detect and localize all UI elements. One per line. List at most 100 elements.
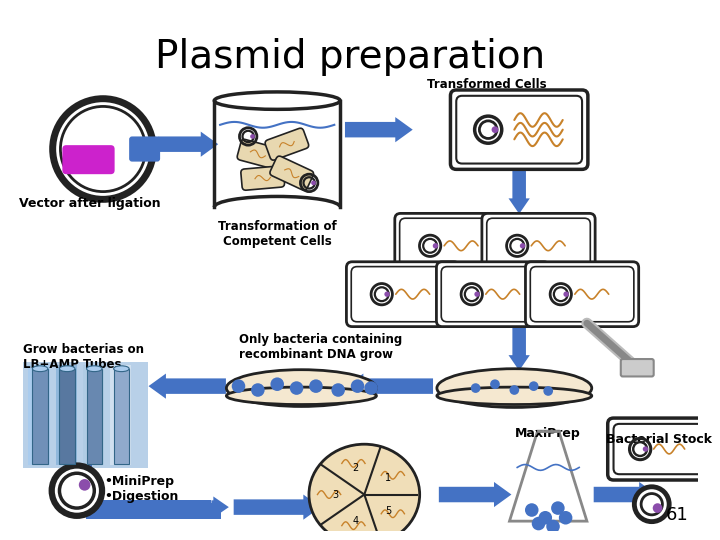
FancyBboxPatch shape [400, 218, 503, 273]
Circle shape [563, 292, 569, 297]
Circle shape [289, 381, 303, 395]
FancyBboxPatch shape [351, 267, 455, 322]
Circle shape [271, 377, 284, 391]
Text: Only bacteria containing
recombinant DNA grow: Only bacteria containing recombinant DNA… [238, 333, 402, 361]
Bar [55, 365, 77, 465]
FancyArrow shape [212, 496, 229, 518]
Circle shape [78, 479, 91, 491]
FancyBboxPatch shape [63, 145, 114, 174]
FancyArrow shape [158, 132, 218, 157]
Circle shape [52, 465, 102, 516]
Bar [114, 369, 129, 463]
Circle shape [433, 243, 438, 248]
Bar [78, 465, 92, 514]
Circle shape [331, 383, 345, 397]
Text: •MiniPrep
•Digestion: •MiniPrep •Digestion [104, 475, 179, 503]
FancyArrow shape [438, 482, 511, 507]
Text: 3: 3 [332, 490, 338, 500]
Ellipse shape [86, 366, 102, 372]
Text: Transformed Cells: Transformed Cells [427, 78, 547, 91]
Ellipse shape [32, 366, 48, 372]
Circle shape [60, 473, 94, 508]
FancyBboxPatch shape [487, 218, 590, 273]
Circle shape [490, 380, 500, 389]
Ellipse shape [226, 387, 377, 404]
Circle shape [384, 292, 390, 297]
FancyArrow shape [148, 374, 226, 399]
Circle shape [364, 381, 378, 395]
FancyBboxPatch shape [621, 359, 654, 376]
Text: Grow bacterias on
LB+AMP Tubes: Grow bacterias on LB+AMP Tubes [23, 342, 144, 370]
Text: 4: 4 [352, 516, 359, 526]
FancyArrow shape [345, 117, 413, 142]
Circle shape [351, 380, 364, 393]
FancyBboxPatch shape [129, 137, 160, 161]
Text: Vector after ligation: Vector after ligation [19, 198, 161, 211]
Ellipse shape [226, 370, 377, 407]
FancyBboxPatch shape [456, 96, 582, 164]
Circle shape [653, 503, 662, 513]
FancyBboxPatch shape [265, 128, 309, 160]
FancyArrow shape [76, 468, 95, 497]
Circle shape [311, 180, 316, 185]
Circle shape [251, 383, 265, 397]
Circle shape [544, 386, 553, 396]
Circle shape [232, 380, 246, 393]
FancyBboxPatch shape [526, 262, 639, 327]
FancyArrow shape [508, 320, 530, 370]
Bar [86, 369, 102, 463]
FancyArrow shape [234, 495, 321, 519]
FancyBboxPatch shape [482, 213, 595, 278]
Text: Plasmid preparation: Plasmid preparation [155, 38, 545, 76]
Bar [23, 362, 148, 468]
Ellipse shape [437, 369, 592, 407]
Circle shape [53, 99, 153, 199]
Circle shape [551, 501, 564, 515]
Ellipse shape [309, 444, 420, 540]
Circle shape [520, 243, 526, 248]
Circle shape [474, 292, 480, 297]
Circle shape [492, 126, 498, 133]
Circle shape [546, 519, 560, 533]
FancyBboxPatch shape [608, 418, 711, 480]
Text: Bacterial Stock: Bacterial Stock [606, 433, 713, 446]
FancyBboxPatch shape [451, 90, 588, 170]
FancyBboxPatch shape [270, 156, 313, 190]
Circle shape [309, 380, 323, 393]
Bar [86, 501, 212, 514]
Circle shape [250, 134, 255, 139]
FancyBboxPatch shape [395, 213, 508, 278]
Circle shape [60, 106, 145, 192]
FancyBboxPatch shape [241, 166, 284, 190]
Circle shape [529, 381, 539, 391]
Circle shape [525, 503, 539, 517]
Circle shape [559, 511, 572, 524]
FancyArrow shape [346, 374, 433, 399]
Text: 5: 5 [384, 506, 391, 516]
FancyBboxPatch shape [436, 262, 549, 327]
Text: 1: 1 [385, 473, 391, 483]
Ellipse shape [437, 387, 592, 404]
Circle shape [539, 511, 552, 524]
Text: 2: 2 [352, 463, 359, 473]
Circle shape [643, 447, 648, 452]
Polygon shape [510, 431, 587, 521]
Ellipse shape [114, 366, 129, 372]
Ellipse shape [60, 366, 75, 372]
Bar [32, 369, 48, 463]
FancyArrow shape [594, 482, 657, 507]
Circle shape [634, 487, 669, 522]
Bar [29, 365, 50, 465]
Circle shape [532, 517, 545, 530]
Text: MaxiPrep: MaxiPrep [516, 427, 581, 440]
Bar [109, 365, 131, 465]
Circle shape [471, 383, 480, 393]
Text: Transformation of
Competent Cells: Transformation of Competent Cells [218, 220, 336, 248]
FancyArrow shape [508, 165, 530, 214]
FancyBboxPatch shape [531, 267, 634, 322]
FancyBboxPatch shape [441, 267, 545, 322]
FancyBboxPatch shape [613, 424, 706, 474]
FancyBboxPatch shape [237, 139, 279, 168]
FancyBboxPatch shape [346, 262, 459, 327]
Bar [60, 369, 75, 463]
